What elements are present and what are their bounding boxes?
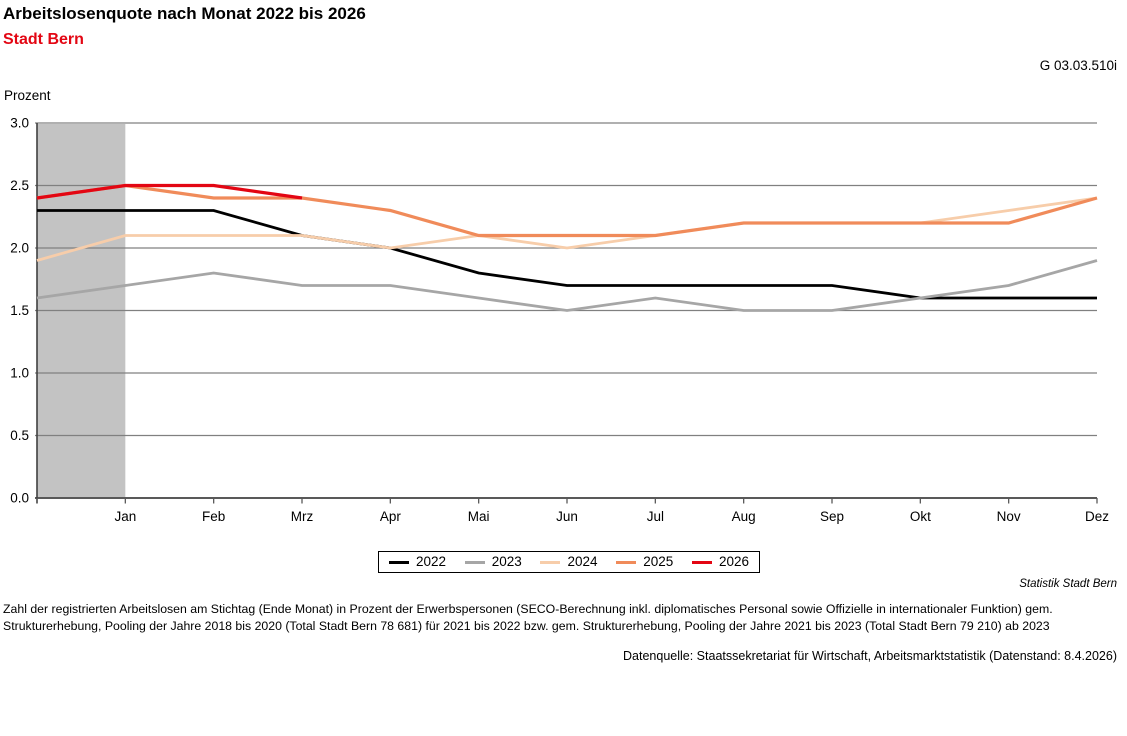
legend-label: 2024	[567, 554, 598, 570]
legend-item-2023: 2023	[464, 554, 522, 570]
chart-subtitle: Stadt Bern	[3, 31, 84, 48]
legend-item-2022: 2022	[389, 555, 446, 569]
y-tick-label: 1.5	[10, 303, 29, 318]
legend-label: 2022	[416, 554, 447, 570]
x-tick-label-Mai: Mai	[468, 509, 490, 524]
legend-item-2025: 2025	[616, 555, 673, 569]
series-line-2026	[36, 183, 303, 200]
y-axis-title: Prozent	[4, 88, 51, 103]
figure-id: G 03.03.510i	[1039, 58, 1117, 73]
x-tick-label-Sep: Sep	[820, 509, 844, 524]
x-tick-label-Mrz: Mrz	[291, 509, 314, 524]
series-line-2023	[36, 259, 1098, 312]
y-tick-label: 1.0	[10, 366, 29, 381]
chart-legend: 2022 2023 2024 2025 2026	[378, 551, 760, 573]
x-tick-label-Jan: Jan	[114, 509, 136, 524]
y-tick-label: 2.5	[10, 178, 29, 193]
x-tick-label-Dez: Dez	[1085, 509, 1109, 524]
x-tick-label-Jul: Jul	[647, 509, 664, 524]
legend-item-2024: 2024	[540, 554, 598, 570]
legend-swatch-2026	[691, 560, 712, 564]
y-tick-label: 2.0	[10, 241, 29, 256]
legend-swatch-2025	[616, 560, 637, 564]
x-tick-label-Feb: Feb	[202, 509, 225, 524]
series-line-2024	[36, 196, 1098, 262]
y-tick-label: 0.0	[10, 491, 29, 506]
legend-label: 2025	[643, 554, 674, 570]
x-tick-label-Jun: Jun	[556, 509, 578, 524]
footnote-line-1: Zahl der registrierten Arbeitslosen am S…	[3, 602, 1053, 616]
legend-label: 2026	[718, 554, 749, 570]
x-tick-label-Nov: Nov	[997, 509, 1021, 524]
x-tick-label-Apr: Apr	[380, 509, 402, 524]
footnote-line-2: Strukturerhebung, Pooling der Jahre 2018…	[3, 619, 1050, 633]
x-tick-label-Okt: Okt	[910, 509, 931, 524]
x-tick-label-Aug: Aug	[732, 509, 756, 524]
legend-swatch-2022	[389, 560, 409, 564]
data-source-line: Datenquelle: Staatssekretariat für Wirts…	[623, 649, 1117, 663]
series-line-2025	[36, 183, 1098, 238]
y-tick-label: 0.5	[10, 428, 29, 443]
y-tick-label: 3.0	[10, 116, 29, 131]
legend-item-2026: 2026	[691, 554, 749, 570]
legend-swatch-2023	[464, 560, 485, 564]
unemployment-line-chart: 0.0 0.5 1.0 1.5 2.0 2.5 3.0 Jan Feb Mrz Apr Mai Jun J…	[10, 116, 1109, 525]
credit-statistik-stadt-bern: Statistik Stadt Bern	[1019, 578, 1117, 590]
legend-swatch-2024	[540, 560, 561, 564]
legend-label: 2023	[491, 554, 522, 570]
chart-title: Arbeitslosenquote nach Monat 2022 bis 20…	[3, 4, 366, 23]
